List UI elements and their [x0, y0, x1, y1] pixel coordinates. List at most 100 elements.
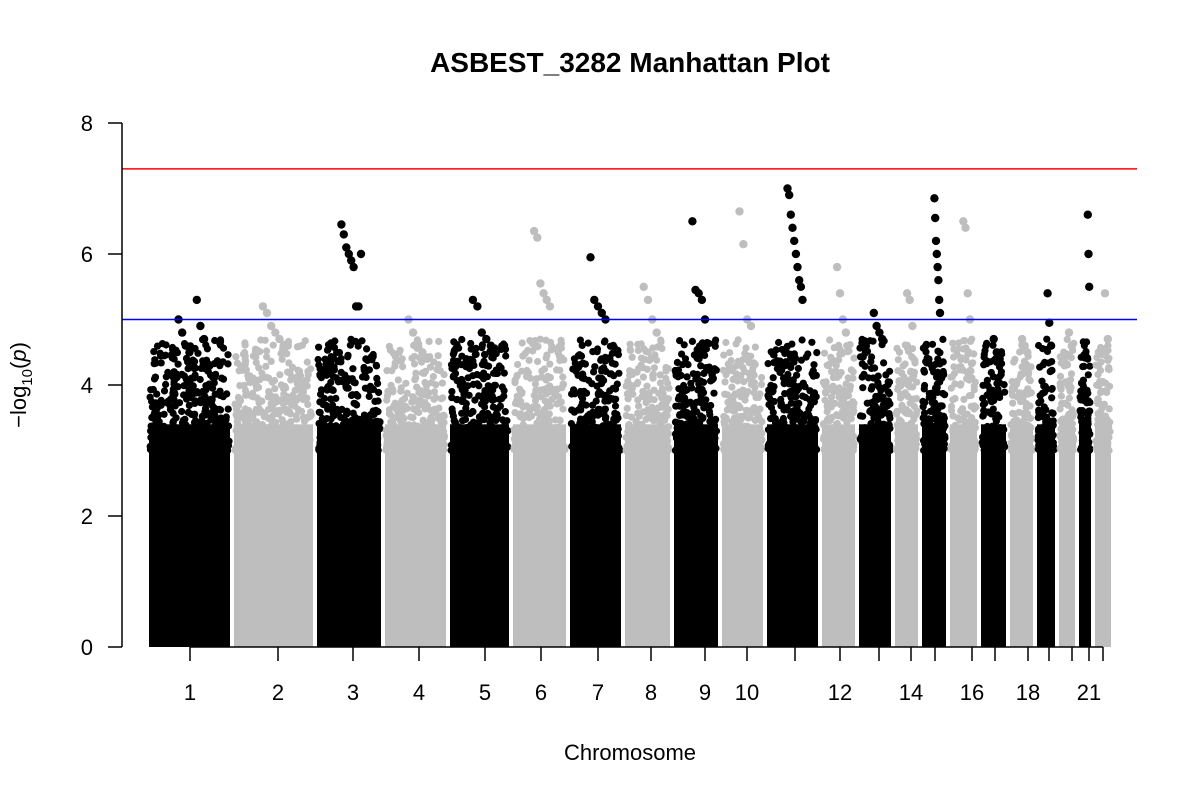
snp-point: [421, 429, 430, 438]
snp-point-top: [529, 226, 539, 236]
chromosome-15-bulk: [922, 424, 946, 647]
snp-point: [190, 418, 199, 426]
snp-point: [597, 356, 605, 364]
snp-point: [739, 363, 747, 372]
snp-point: [1065, 394, 1073, 402]
snp-point: [645, 414, 653, 422]
snp-point: [548, 395, 556, 404]
snp-point: [756, 390, 764, 398]
snp-point: [742, 429, 750, 437]
snp-point: [949, 339, 957, 347]
snp-point: [1060, 348, 1068, 356]
y-tick-label: 8: [81, 111, 93, 136]
snp-point: [987, 395, 995, 403]
snp-point: [963, 410, 971, 418]
snp-point: [835, 393, 843, 401]
snp-point: [239, 366, 247, 374]
snp-point: [388, 367, 396, 375]
snp-point: [321, 423, 329, 431]
snp-point: [594, 389, 602, 398]
snp-point: [263, 347, 271, 355]
snp-point: [153, 342, 162, 350]
snp-point: [545, 417, 554, 425]
snp-point: [485, 436, 493, 444]
snp-point: [598, 367, 606, 375]
snp-point: [802, 353, 810, 361]
snp-point: [151, 373, 159, 381]
snp-point: [809, 441, 817, 449]
snp-point: [920, 409, 929, 417]
snp-point: [729, 407, 737, 415]
snp-point: [722, 414, 730, 422]
snp-point: [868, 399, 876, 407]
snp-point-top: [536, 279, 545, 288]
snp-point: [868, 364, 876, 372]
snp-point: [1040, 445, 1049, 453]
snp-point: [360, 363, 368, 372]
snp-point: [1102, 444, 1110, 452]
snp-point: [417, 445, 425, 453]
snp-point-top: [181, 341, 190, 350]
snp-point: [315, 408, 323, 416]
snp-point: [1012, 380, 1021, 388]
snp-point: [421, 405, 429, 413]
snp-point: [649, 374, 657, 382]
snp-point: [448, 388, 456, 396]
snp-point: [983, 376, 992, 384]
snp-point: [656, 371, 664, 379]
snp-point: [546, 402, 554, 410]
snp-point: [283, 350, 291, 358]
chromosome-17-points: [978, 334, 1009, 647]
snp-point: [764, 391, 772, 399]
snp-point: [555, 399, 563, 407]
snp-point: [648, 433, 656, 441]
snp-point: [939, 335, 947, 343]
snp-point: [862, 342, 871, 350]
snp-point: [1085, 438, 1093, 446]
snp-point: [901, 360, 909, 368]
snp-point: [327, 421, 335, 429]
snp-point: [262, 362, 270, 370]
snp-point: [383, 396, 391, 404]
snp-point: [464, 374, 472, 382]
snp-point: [732, 370, 740, 378]
snp-point: [278, 430, 286, 438]
snp-point: [427, 413, 435, 422]
snp-point: [599, 422, 607, 430]
snp-point: [485, 362, 493, 370]
snp-point: [742, 406, 751, 414]
snp-point: [150, 400, 158, 408]
snp-point: [475, 392, 483, 400]
snp-point: [297, 386, 305, 394]
snp-point: [1013, 443, 1021, 451]
snp-point: [1059, 444, 1067, 453]
snp-point: [811, 424, 820, 432]
snp-point-top: [283, 341, 292, 350]
snp-point: [626, 371, 634, 379]
snp-point: [209, 416, 217, 424]
snp-point: [173, 349, 181, 357]
snp-point: [330, 363, 338, 371]
snp-point: [687, 436, 695, 444]
snp-point: [613, 380, 621, 388]
chromosome-1-bulk: [149, 424, 230, 647]
snp-point-top: [267, 321, 276, 331]
snp-point-top: [413, 341, 422, 350]
snp-point-top: [586, 253, 595, 262]
snp-point: [160, 387, 169, 395]
snp-point: [842, 380, 850, 388]
snp-point: [902, 421, 910, 430]
snp-point: [979, 412, 987, 420]
snp-point: [904, 379, 912, 387]
snp-point: [350, 399, 358, 407]
snp-point: [856, 344, 864, 352]
snp-point: [362, 355, 370, 363]
snp-point: [867, 358, 875, 366]
chromosome-22-bulk: [1095, 424, 1111, 647]
snp-point: [933, 383, 941, 392]
snp-point: [491, 436, 500, 444]
snp-point: [705, 407, 714, 415]
snp-point: [559, 405, 567, 413]
snp-point: [497, 426, 505, 434]
